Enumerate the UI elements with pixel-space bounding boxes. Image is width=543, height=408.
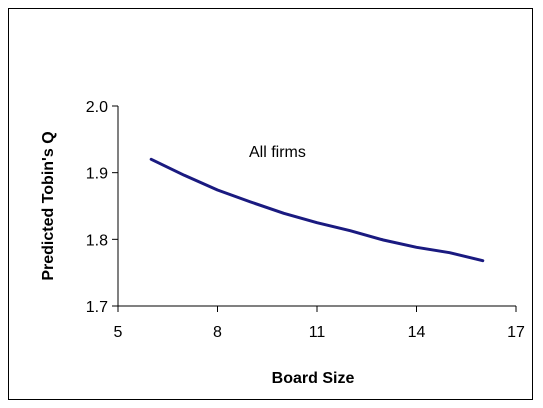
- axes: [117, 106, 516, 307]
- y-tick-label: 1.9: [86, 166, 108, 183]
- x-tick-label: 11: [309, 324, 326, 341]
- x-tick-label: 17: [507, 324, 525, 341]
- chart-frame: [8, 8, 533, 400]
- y-tick-label: 1.8: [86, 232, 108, 249]
- series-layer: [149, 157, 485, 263]
- x-tick-label: 14: [408, 324, 426, 341]
- y-ticks: 1.7 1.8 1.9 2.0: [86, 99, 118, 316]
- y-tick-label: 2.0: [86, 99, 108, 116]
- y-axis-title: Predicted Tobin's Q: [40, 131, 57, 280]
- x-tick-label: 8: [213, 324, 222, 341]
- x-ticks: 5 8 11 14 17: [114, 306, 525, 341]
- x-tick-label: 5: [114, 324, 123, 341]
- series-line: [149, 157, 485, 263]
- chart-annotation: All firms: [249, 144, 306, 161]
- x-axis-title: Board Size: [272, 370, 355, 387]
- y-tick-label: 1.7: [86, 299, 108, 316]
